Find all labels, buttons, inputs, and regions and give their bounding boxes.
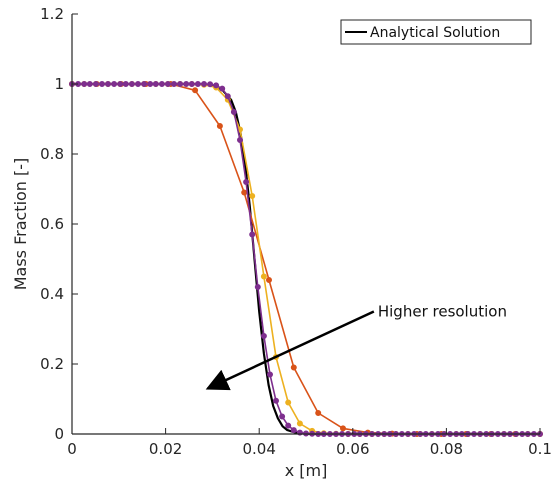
series-2-point	[216, 123, 223, 130]
series-2-point	[192, 87, 199, 94]
series-4-point	[254, 283, 261, 290]
series-4-point	[285, 422, 292, 429]
series-4-point	[260, 332, 267, 339]
series-4-point	[81, 81, 88, 88]
series-4-point	[279, 413, 286, 420]
series-4-point	[170, 81, 177, 88]
series-4-point	[164, 81, 171, 88]
series-3-line	[72, 83, 540, 435]
series-4-point	[147, 81, 154, 88]
series-4-point	[243, 178, 250, 185]
legend-box	[340, 19, 532, 45]
series-4-point	[86, 81, 93, 88]
series-3-point	[296, 420, 303, 427]
series-2-point	[290, 364, 297, 371]
series-4-point	[134, 81, 141, 88]
y-tick-label: 0.6	[40, 215, 64, 233]
series-4-point	[117, 81, 124, 88]
series-4-point	[249, 231, 256, 238]
series-4-point	[128, 81, 135, 88]
series-4-point	[266, 371, 273, 378]
series-4-point	[207, 81, 214, 88]
series-4-point	[290, 427, 297, 434]
series-4-point	[141, 81, 148, 88]
x-tick-label: 0	[67, 440, 77, 458]
series-4-point	[219, 85, 226, 92]
series-4-point	[224, 93, 231, 100]
series-4-line	[72, 83, 540, 435]
higher-resolution-arrow	[205, 310, 375, 391]
series-3-point	[260, 273, 267, 280]
x-tick-label: 0.06	[336, 440, 369, 458]
higher-resolution-label: Higher resolution	[378, 303, 507, 321]
y-tick-label: 1	[54, 75, 64, 93]
series-4-point	[194, 81, 201, 88]
series-4-point	[230, 109, 237, 116]
x-tick-label: 0.1	[528, 440, 552, 458]
x-axis-title: x [m]	[285, 461, 328, 480]
legend-entry-analytical: Analytical Solution	[370, 25, 500, 41]
series-4-point	[158, 81, 165, 88]
annotation: Higher resolution	[205, 303, 507, 391]
series-4-point	[92, 81, 99, 88]
series-3-point	[249, 192, 256, 199]
series-4-point	[122, 81, 129, 88]
y-axis-title: Mass Fraction [-]	[11, 158, 30, 291]
x-ticks: 0 0.02 0.04 0.06 0.08 0.1	[67, 428, 552, 458]
y-tick-label: 0.8	[40, 145, 64, 163]
analytical-solution-line	[72, 82, 540, 436]
series-4-point	[272, 397, 279, 404]
series-4-point	[188, 81, 195, 88]
series-4-point	[99, 81, 106, 88]
series-4-point	[236, 136, 243, 143]
series-4-point	[111, 81, 118, 88]
series-2-line	[72, 83, 540, 435]
series-2-point	[339, 425, 346, 432]
x-tick-label: 0.04	[242, 440, 275, 458]
y-tick-label: 0.2	[40, 355, 64, 373]
series-4-point	[200, 81, 207, 88]
series-2-point	[315, 409, 322, 416]
series-4-point	[183, 81, 190, 88]
series-layer	[69, 81, 544, 437]
series-3-point	[285, 399, 292, 406]
legend: Analytical Solution	[340, 19, 532, 45]
axes	[71, 14, 540, 435]
y-tick-label: 0.4	[40, 285, 64, 303]
series-2-point	[265, 276, 272, 283]
y-tick-label: 0	[54, 425, 64, 443]
series-4-point	[177, 81, 184, 88]
series-4-point	[105, 81, 112, 88]
series-4-point	[152, 81, 159, 88]
y-ticks: 0 0.2 0.4 0.6 0.8 1 1.2	[40, 5, 78, 443]
series-4-point	[213, 82, 220, 89]
x-tick-label: 0.08	[430, 440, 463, 458]
series-2-point	[241, 189, 248, 196]
y-tick-label: 1.2	[40, 5, 64, 23]
x-tick-label: 0.02	[149, 440, 182, 458]
